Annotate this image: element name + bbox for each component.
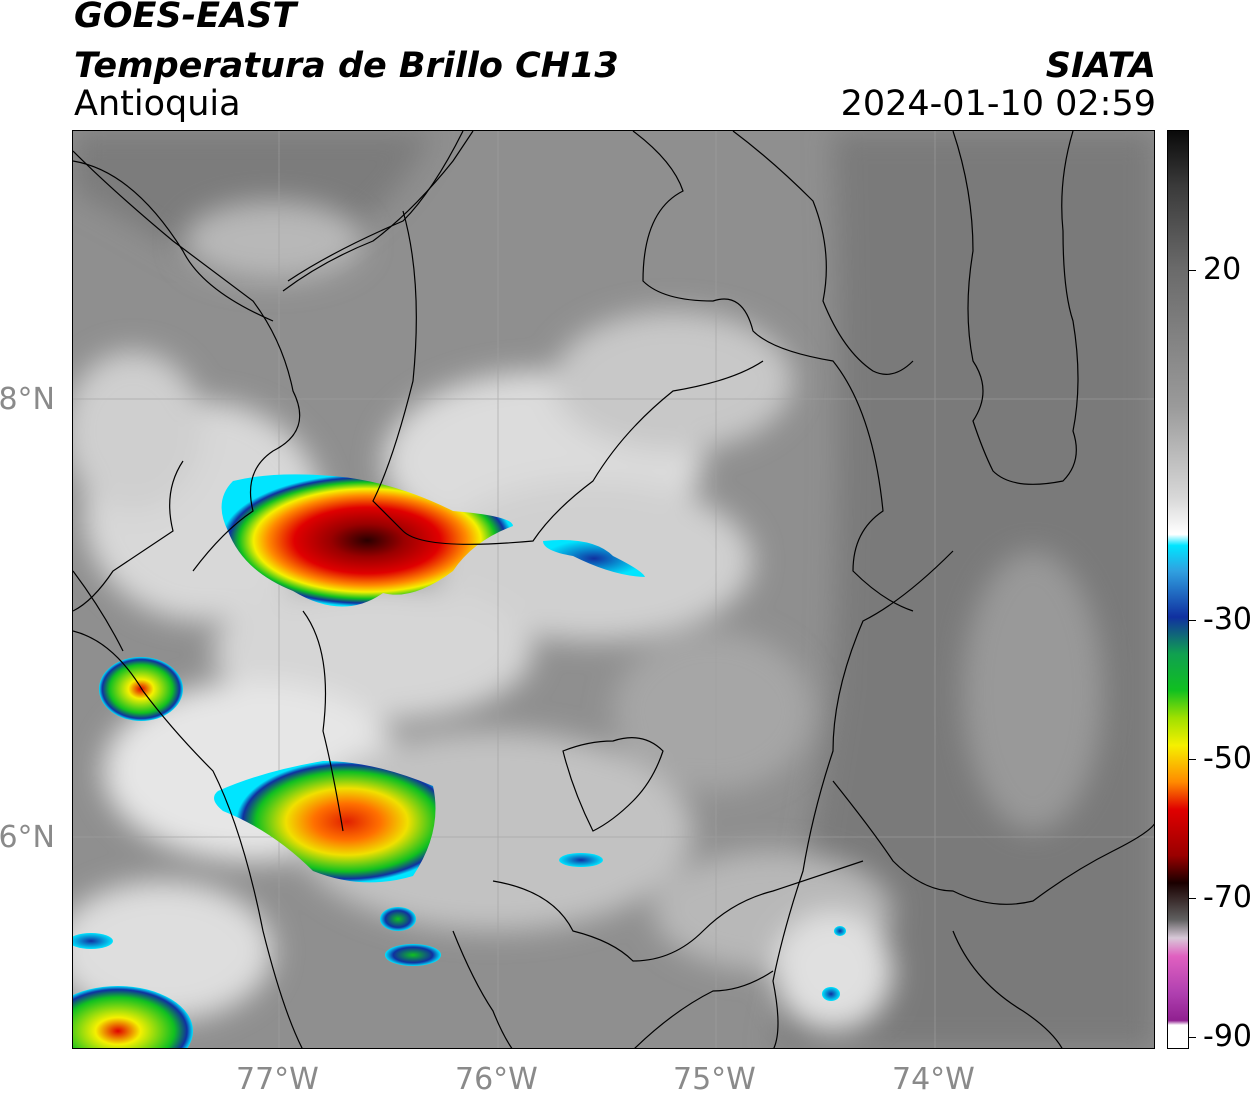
- graticule: [73, 131, 1154, 1048]
- lat-tick-8n: 8°N: [0, 382, 55, 417]
- lon-tick-76w: 76°W: [455, 1062, 538, 1097]
- cell-2: [385, 944, 441, 966]
- lon-tick-75w: 75°W: [673, 1062, 756, 1097]
- datetime-label: 2024-01-10 02:59: [840, 84, 1156, 124]
- bright-clouds: [73, 201, 1103, 1031]
- colorbar-tick-minus70: -70: [1203, 880, 1252, 915]
- cell-4: [822, 987, 840, 1001]
- storm-west: [99, 657, 183, 721]
- storm-north-tail: [543, 540, 645, 577]
- storm-south: [214, 761, 436, 883]
- satellite-title: GOES-EAST: [74, 0, 297, 36]
- cell-3: [559, 853, 603, 867]
- cell-1: [380, 907, 416, 931]
- colorbar-tick-20: 20: [1203, 252, 1242, 287]
- cell-6: [834, 926, 846, 936]
- convective-storms: [73, 474, 846, 1048]
- storm-north: [221, 474, 514, 607]
- temperature-colorbar: [1167, 130, 1189, 1049]
- cell-5: [73, 933, 113, 949]
- region-label: Antioquia: [74, 84, 241, 124]
- map-canvas: [73, 131, 1154, 1048]
- product-title: Temperatura de Brillo CH13: [74, 46, 619, 86]
- colorbar-tick-minus90: -90: [1203, 1019, 1252, 1054]
- agency-label: SIATA: [1045, 46, 1156, 86]
- satellite-map[interactable]: [72, 130, 1155, 1049]
- political-boundaries: [73, 131, 1154, 1048]
- lon-tick-77w: 77°W: [236, 1062, 319, 1097]
- lat-tick-6n: 6°N: [0, 820, 55, 855]
- colorbar-tick-minus30: -30: [1203, 602, 1252, 637]
- storm-sw-corner: [73, 986, 193, 1048]
- lon-tick-74w: 74°W: [892, 1062, 975, 1097]
- colorbar-tick-minus50: -50: [1203, 741, 1252, 776]
